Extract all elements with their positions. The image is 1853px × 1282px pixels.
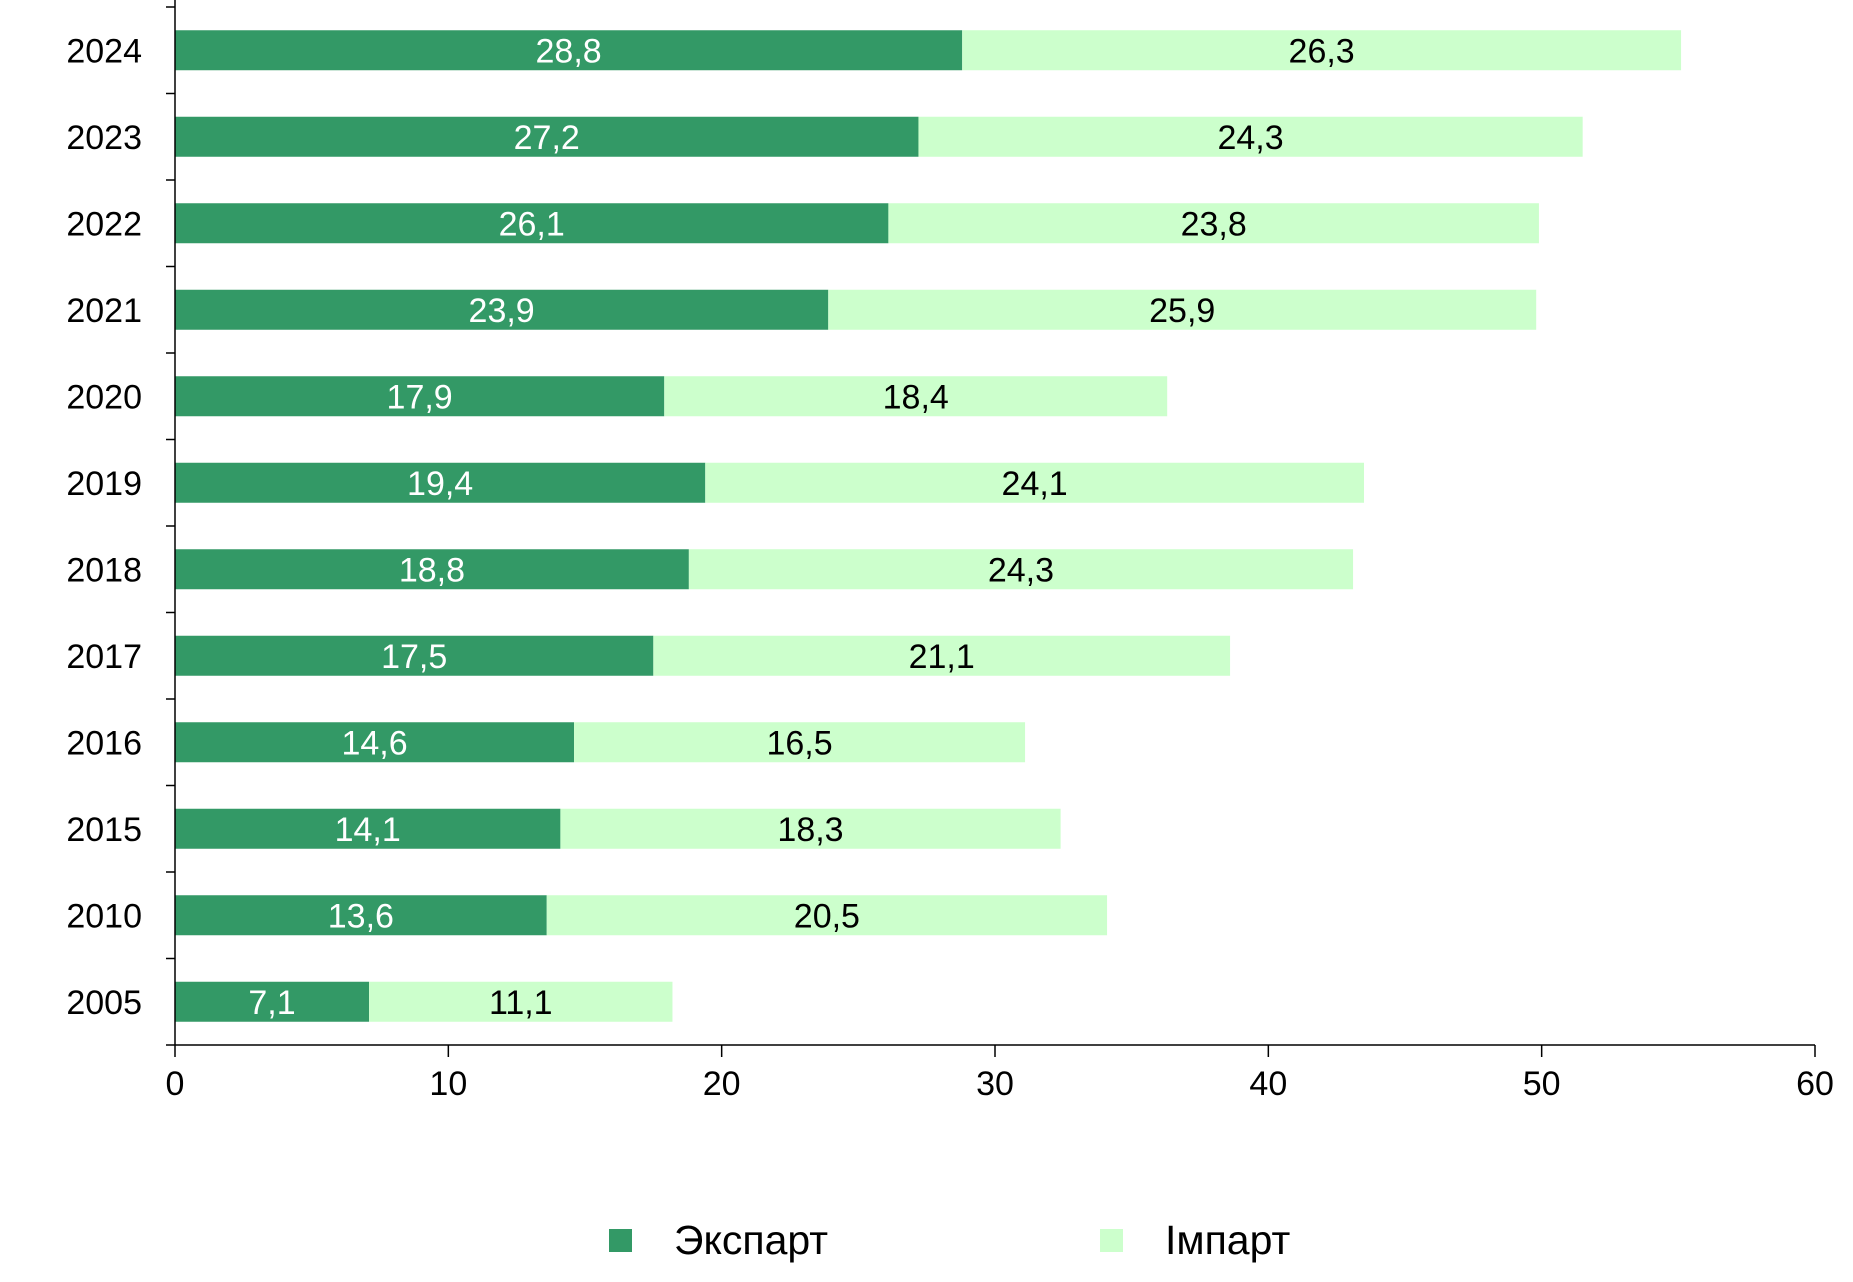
y-tick-label-2020: 2020: [66, 378, 142, 416]
data-label-export-2024: 28,8: [536, 32, 602, 70]
bar-import-2018: [688, 549, 1354, 590]
bar-import-2021: [828, 289, 1537, 330]
legend-label-import: Імпарт: [1165, 1216, 1291, 1263]
bar-import-2022: [888, 203, 1539, 244]
data-label-export-2022: 26,1: [499, 205, 565, 243]
data-label-export-2017: 17,5: [381, 638, 447, 676]
y-tick-label-2022: 2022: [66, 205, 142, 243]
data-label-import-2021: 25,9: [1149, 292, 1215, 330]
bar-export-2022: [175, 203, 889, 244]
legend-swatch-import: [1100, 1228, 1123, 1252]
data-label-export-2010: 13,6: [328, 897, 394, 935]
y-tick-label-2019: 2019: [66, 465, 142, 503]
data-label-export-2005: 7,1: [248, 984, 295, 1022]
data-label-export-2015: 14,1: [335, 811, 401, 849]
bar-import-2005: [369, 981, 673, 1022]
bar-import-2016: [574, 722, 1026, 763]
x-tick-label-10: 10: [429, 1065, 467, 1103]
bar-export-2017: [175, 635, 654, 676]
x-tick-label-20: 20: [703, 1065, 741, 1103]
bar-import-2017: [653, 635, 1231, 676]
bar-export-2010: [175, 895, 547, 936]
data-label-export-2021: 23,9: [469, 292, 535, 330]
data-label-import-2015: 18,3: [777, 811, 843, 849]
data-label-import-2024: 26,3: [1289, 32, 1355, 70]
y-tick-label-2023: 2023: [66, 119, 142, 157]
x-tick-label-30: 30: [976, 1065, 1014, 1103]
bar-export-2015: [175, 808, 561, 849]
bar-export-2024: [175, 30, 963, 71]
bar-export-2016: [175, 722, 575, 763]
y-tick-label-2005: 2005: [66, 984, 142, 1022]
data-label-import-2017: 21,1: [909, 638, 975, 676]
y-tick-label-2024: 2024: [66, 32, 142, 70]
data-label-import-2022: 23,8: [1181, 205, 1247, 243]
data-label-export-2019: 19,4: [407, 465, 473, 503]
data-label-import-2019: 24,1: [1002, 465, 1068, 503]
data-label-import-2018: 24,3: [988, 551, 1054, 589]
x-tick-label-60: 60: [1796, 1065, 1834, 1103]
y-tick-label-2016: 2016: [66, 724, 142, 762]
data-label-import-2023: 24,3: [1217, 119, 1283, 157]
bar-export-2018: [175, 549, 689, 590]
legend-label-export: Экспарт: [674, 1216, 829, 1263]
bar-import-2020: [664, 376, 1168, 417]
legend: Экспарт Імпарт: [0, 1215, 1853, 1265]
x-tick-label-0: 0: [166, 1065, 185, 1103]
y-tick-label-2015: 2015: [66, 811, 142, 849]
data-label-export-2020: 17,9: [387, 378, 453, 416]
y-tick-label-2018: 2018: [66, 551, 142, 589]
bar-export-2023: [175, 116, 919, 157]
data-label-export-2023: 27,2: [514, 119, 580, 157]
bar-export-2005: [175, 981, 370, 1022]
legend-item-import: Імпарт: [1100, 1215, 1290, 1265]
axes-layer: 2024 2023 2022 2021 2020 2019 2018 2017 2016 2015…: [66, 0, 1834, 1103]
y-tick-label-2021: 2021: [66, 292, 142, 330]
x-tick-label-40: 40: [1249, 1065, 1287, 1103]
x-tick-label-50: 50: [1523, 1065, 1561, 1103]
bar-import-2010: [546, 895, 1108, 936]
legend-item-export: Экспарт: [609, 1215, 828, 1265]
data-label-export-2016: 14,6: [341, 724, 407, 762]
legend-swatch-export: [609, 1228, 632, 1252]
bar-import-2019: [705, 462, 1364, 503]
bars-layer: [175, 30, 1682, 1022]
data-label-import-2005: 11,1: [489, 984, 553, 1022]
bar-export-2021: [175, 289, 829, 330]
y-tick-label-2017: 2017: [66, 638, 142, 676]
y-tick-label-2010: 2010: [66, 897, 142, 935]
bar-import-2024: [962, 30, 1682, 71]
bar-export-2020: [175, 376, 665, 417]
data-label-import-2020: 18,4: [883, 378, 949, 416]
bar-export-2019: [175, 462, 706, 503]
data-label-import-2016: 16,5: [766, 724, 832, 762]
bar-import-2023: [918, 116, 1583, 157]
bar-import-2015: [560, 808, 1061, 849]
data-label-import-2010: 20,5: [794, 897, 860, 935]
data-label-export-2018: 18,8: [399, 551, 465, 589]
data-labels-layer: 28,8 26,3 27,2 24,3 26,1 23,8 23,9 25,9 17,9 18,4…: [248, 32, 1355, 1022]
